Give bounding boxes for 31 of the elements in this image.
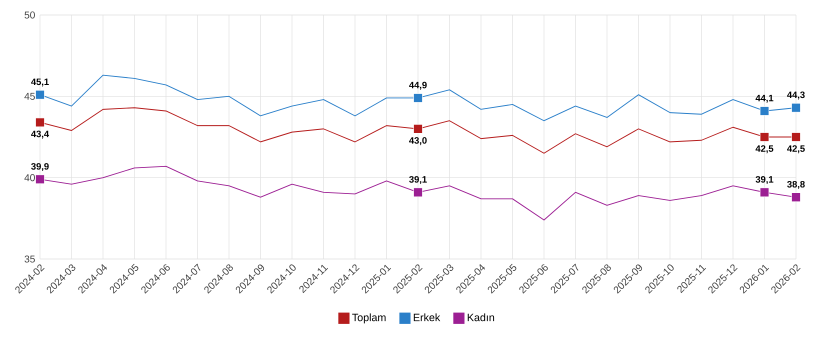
y-tick-label: 50: [24, 11, 35, 19]
data-label: 38,8: [787, 180, 805, 189]
data-label: 44,1: [756, 94, 774, 103]
point: [35, 118, 45, 128]
data-label: 44,9: [409, 82, 427, 90]
data-label: 39,1: [756, 176, 774, 184]
point: [413, 93, 423, 103]
legend-label: Kadın: [468, 313, 494, 322]
point: [760, 188, 770, 197]
point: [791, 192, 801, 202]
legend-label: Toplam: [352, 313, 386, 324]
point: [791, 103, 801, 112]
point: [760, 132, 770, 142]
data-label: 39,1: [409, 176, 427, 184]
point: [760, 106, 770, 116]
point: [413, 188, 423, 197]
data-label: 42,5: [756, 145, 774, 154]
data-label: 42,5: [787, 145, 805, 154]
point: [35, 174, 45, 184]
y-tick-label: 35: [24, 255, 35, 263]
data-label: 43,0: [409, 137, 427, 146]
data-label: 44,3: [787, 92, 805, 100]
y-tick-label: 40: [24, 174, 35, 182]
legend-label: Erkek: [414, 313, 440, 322]
point: [35, 90, 45, 100]
point: [791, 132, 801, 142]
data-label: 43,4: [31, 130, 50, 139]
y-tick-label: 45: [24, 92, 35, 100]
data-label: 45,1: [31, 78, 49, 86]
point: [413, 124, 423, 134]
data-label: 39,9: [31, 163, 49, 172]
